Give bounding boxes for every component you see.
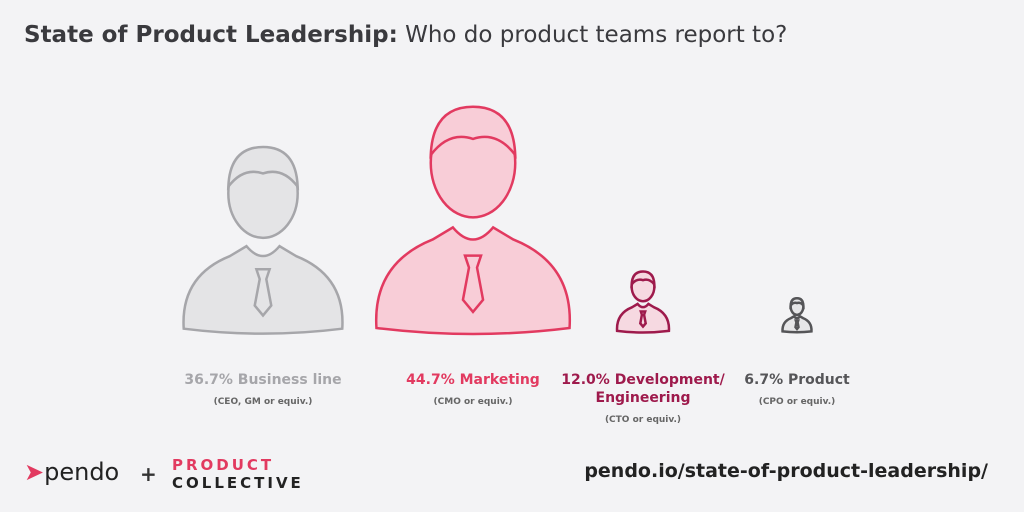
icon-tie (255, 269, 272, 315)
category-label: 44.7% Marketing (CMO or equiv.) (388, 371, 558, 411)
category-note: (CPO or equiv.) (758, 397, 836, 407)
icon-tie (640, 311, 645, 326)
category-name: Development/ Engineering (595, 372, 725, 406)
logo: ➤pendo (24, 458, 119, 486)
person-icon (184, 147, 343, 334)
value-label: 6.7% (744, 372, 784, 388)
category-label: 36.7% Business line (CEO, GM or equiv.) (178, 371, 348, 411)
person-icon (617, 272, 669, 333)
title: State of Product Leadership: Who do prod… (24, 22, 787, 48)
person-icon (782, 298, 811, 332)
icon-tie (795, 321, 798, 329)
title-bold: State of Product Leadership: (24, 22, 398, 48)
category-note: (CEO, GM or equiv.) (213, 397, 313, 407)
icon-hair (431, 107, 515, 155)
category-note: (CMO or equiv.) (433, 397, 513, 407)
partner-bottom: COLLECTIVE (172, 474, 304, 492)
logo-mark: ➤ (24, 458, 45, 486)
category-label: 6.7% Product (CPO or equiv.) (712, 371, 882, 411)
category-name: Business line (237, 372, 342, 388)
person-icon (376, 107, 570, 334)
category-note: (CTO or equiv.) (604, 415, 682, 425)
icon-hair (632, 272, 655, 285)
value-label: 12.0% (561, 372, 610, 388)
icon-hair (228, 147, 297, 187)
icon-tie (463, 256, 483, 312)
logo-text: pendo (44, 458, 120, 486)
icon-hair (791, 298, 804, 305)
partner-top: PRODUCT (172, 456, 275, 474)
plus: + (140, 462, 157, 486)
subtitle: Who do product teams report to? (405, 22, 788, 48)
category-label: 12.0% Development/ Engineering (CTO or eq… (558, 371, 728, 429)
value-label: 36.7% (184, 372, 233, 388)
value-label: 44.7% (406, 372, 455, 388)
url: pendo.io/state-of-product-leadership/ (584, 460, 988, 482)
category-name: Marketing (459, 372, 540, 388)
category-name: Product (787, 372, 850, 388)
